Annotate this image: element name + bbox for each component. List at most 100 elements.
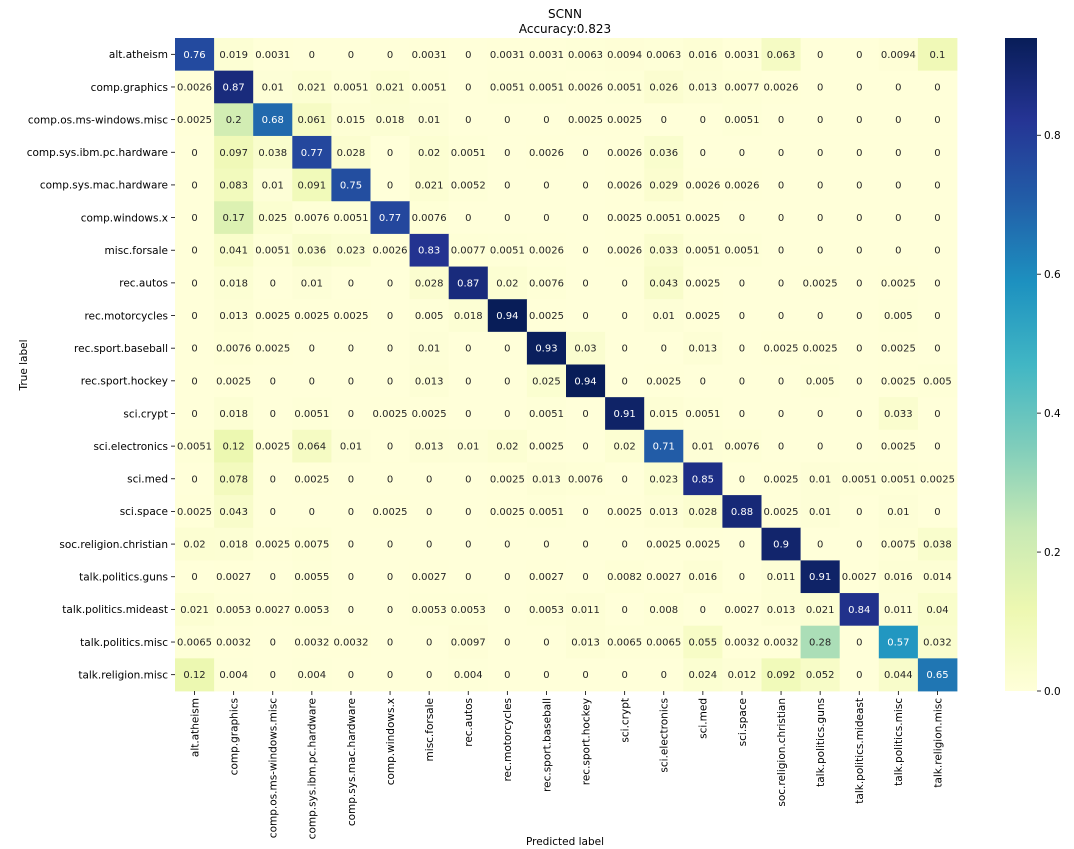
heatmap-cell bbox=[253, 135, 293, 169]
heatmap-cell bbox=[917, 233, 958, 267]
cell-value-label: 0 bbox=[465, 82, 471, 93]
cell-value-label: 0.0031 bbox=[255, 50, 290, 61]
heatmap-cell bbox=[917, 625, 958, 659]
cell-value-label: 0 bbox=[621, 670, 627, 681]
cell-value-label: 0.013 bbox=[219, 311, 248, 322]
cell-value-label: 0 bbox=[387, 148, 393, 159]
heatmap-cell bbox=[526, 625, 567, 659]
cell-value-label: 0 bbox=[582, 148, 588, 159]
cell-value-label: 0 bbox=[582, 507, 588, 518]
heatmap-cell bbox=[839, 266, 880, 300]
heatmap-cell bbox=[917, 135, 958, 169]
cell-value-label: 0.064 bbox=[298, 442, 327, 453]
x-axis-label: Predicted label bbox=[526, 836, 604, 848]
heatmap-cell bbox=[331, 201, 371, 235]
heatmap-cell bbox=[175, 233, 215, 267]
cell-value-label: 0.0051 bbox=[607, 82, 642, 93]
cell-value-label: 0 bbox=[582, 180, 588, 191]
heatmap-cell bbox=[683, 38, 723, 72]
cell-value-label: 0.01 bbox=[418, 115, 440, 126]
heatmap-cell bbox=[683, 658, 723, 692]
cell-value-label: 0.028 bbox=[337, 148, 366, 159]
cell-value-label: 0 bbox=[895, 180, 901, 191]
cell-value-label: 0 bbox=[817, 213, 823, 224]
heatmap-cell bbox=[878, 625, 919, 659]
heatmap-cell bbox=[566, 135, 606, 169]
cell-value-label: 0.0026 bbox=[607, 180, 642, 191]
heatmap-cell bbox=[214, 364, 254, 398]
heatmap-cell bbox=[526, 299, 567, 333]
heatmap-cell bbox=[409, 266, 450, 300]
cell-value-label: 0 bbox=[387, 376, 393, 387]
cell-value-label: 0.0025 bbox=[294, 474, 329, 485]
cell-value-label: 0 bbox=[856, 638, 862, 649]
heatmap-cell bbox=[448, 462, 489, 496]
heatmap-cell bbox=[409, 560, 450, 594]
cell-value-label: 0.021 bbox=[376, 82, 405, 93]
heatmap-cell bbox=[370, 495, 410, 529]
cell-value-label: 0.2 bbox=[226, 115, 242, 126]
heatmap-cell bbox=[566, 560, 606, 594]
heatmap-cell bbox=[878, 103, 919, 137]
x-tick-label: rec.sport.baseball bbox=[541, 698, 553, 792]
cell-value-label: 0 bbox=[895, 148, 901, 159]
cell-value-label: 0 bbox=[934, 278, 940, 289]
x-tick-label: soc.religion.christian bbox=[776, 698, 788, 807]
cell-value-label: 0.0051 bbox=[490, 246, 525, 257]
heatmap-cell bbox=[331, 625, 371, 659]
cell-value-label: 0.0025 bbox=[764, 344, 799, 355]
heatmap-cell bbox=[878, 593, 919, 627]
cell-value-label: 0 bbox=[739, 213, 745, 224]
cell-value-label: 0 bbox=[348, 507, 354, 518]
cell-value-label: 0.025 bbox=[532, 376, 561, 387]
heatmap-cell bbox=[878, 70, 919, 104]
cell-value-label: 0.0051 bbox=[529, 82, 564, 93]
heatmap-cell bbox=[878, 495, 919, 529]
cell-value-label: 0 bbox=[582, 442, 588, 453]
cell-value-label: 0 bbox=[582, 246, 588, 257]
cell-value-label: 0 bbox=[934, 148, 940, 159]
cell-value-label: 0.0075 bbox=[294, 540, 329, 551]
cell-value-label: 0.061 bbox=[298, 115, 327, 126]
heatmap-cell bbox=[253, 462, 293, 496]
heatmap-cell bbox=[526, 364, 567, 398]
cell-value-label: 0 bbox=[582, 409, 588, 420]
heatmap-cell bbox=[370, 364, 410, 398]
cell-value-label: 0.0053 bbox=[294, 605, 329, 616]
colorbar-tick-label: 0.0 bbox=[1044, 686, 1061, 698]
heatmap-cell bbox=[214, 625, 254, 659]
cell-value-label: 0 bbox=[817, 148, 823, 159]
heatmap-cell bbox=[331, 103, 371, 137]
cell-value-label: 0.0076 bbox=[568, 474, 603, 485]
heatmap-cell bbox=[917, 38, 958, 72]
heatmap-cell bbox=[526, 462, 567, 496]
cell-value-label: 0 bbox=[621, 605, 627, 616]
cell-value-label: 0 bbox=[387, 474, 393, 485]
heatmap-cell bbox=[644, 201, 684, 235]
cell-value-label: 0.0027 bbox=[646, 572, 681, 583]
heatmap-cell bbox=[253, 70, 293, 104]
heatmap-cell bbox=[409, 397, 450, 431]
cell-value-label: 0 bbox=[426, 507, 432, 518]
heatmap-cell bbox=[644, 38, 684, 72]
cell-value-label: 0.038 bbox=[923, 540, 952, 551]
heatmap-cell bbox=[878, 658, 919, 692]
heatmap-cell bbox=[370, 429, 410, 463]
cell-value-label: 0 bbox=[309, 344, 315, 355]
cell-value-label: 0.0053 bbox=[451, 605, 486, 616]
heatmap-cell bbox=[370, 593, 410, 627]
heatmap-cell bbox=[683, 364, 723, 398]
cell-value-label: 0 bbox=[856, 115, 862, 126]
heatmap-cell bbox=[761, 266, 801, 300]
cell-value-label: 0.005 bbox=[806, 376, 835, 387]
cell-value-label: 0.0025 bbox=[412, 409, 447, 420]
cell-value-label: 0 bbox=[621, 540, 627, 551]
heatmap-cell bbox=[761, 527, 801, 561]
heatmap-cell bbox=[566, 266, 606, 300]
cell-value-label: 0.01 bbox=[301, 278, 323, 289]
cell-value-label: 0 bbox=[504, 670, 510, 681]
heatmap-cell bbox=[214, 135, 254, 169]
cell-value-label: 0 bbox=[739, 409, 745, 420]
cell-value-label: 0.004 bbox=[298, 670, 327, 681]
chart-title: SCNN bbox=[548, 7, 582, 21]
